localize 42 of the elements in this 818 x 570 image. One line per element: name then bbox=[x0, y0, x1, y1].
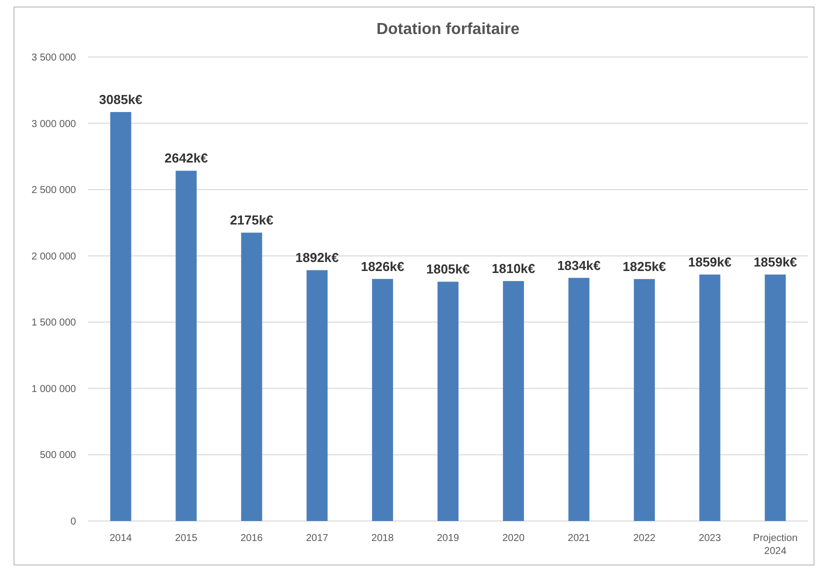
data-label: 1810k€ bbox=[492, 261, 536, 276]
bar bbox=[176, 170, 197, 521]
data-label: 1859k€ bbox=[688, 254, 732, 270]
y-tick-label: 1 000 000 bbox=[32, 384, 76, 395]
bar bbox=[241, 232, 262, 521]
bar bbox=[568, 278, 590, 521]
x-tick-label: 2016 bbox=[240, 533, 264, 544]
y-tick-label: 3 000 000 bbox=[32, 118, 76, 130]
y-tick-label: 500 000 bbox=[40, 450, 76, 462]
bar bbox=[306, 270, 328, 521]
x-tick-label: 2017 bbox=[306, 533, 329, 544]
data-label: 1834k€ bbox=[557, 258, 601, 273]
y-tick-label: 3 500 000 bbox=[32, 52, 76, 64]
data-label: 1892k€ bbox=[295, 250, 339, 266]
bar bbox=[699, 274, 720, 521]
bar bbox=[764, 274, 786, 521]
data-label: 1826k€ bbox=[360, 258, 404, 274]
data-label: 1825k€ bbox=[622, 259, 666, 274]
x-tick-label: 2014 bbox=[110, 533, 132, 544]
x-tick-label: 2020 bbox=[502, 533, 526, 544]
data-label: 2175k€ bbox=[230, 212, 274, 228]
bar bbox=[502, 281, 524, 521]
bar bbox=[372, 278, 394, 521]
data-label: 1859k€ bbox=[754, 254, 797, 270]
x-tick-label: 2021 bbox=[568, 533, 590, 544]
x-tick-label: 2022 bbox=[633, 533, 656, 544]
data-label: 3085k€ bbox=[99, 92, 142, 108]
y-tick-label: 2 500 000 bbox=[32, 185, 76, 196]
chart-title: Dotation forfaitaire bbox=[376, 21, 520, 38]
y-tick-label: 2 000 000 bbox=[32, 251, 76, 262]
data-label: 1805k€ bbox=[426, 262, 470, 277]
bar bbox=[634, 279, 655, 521]
x-tick-label: 2023 bbox=[698, 533, 722, 544]
x-tick-label: Projection 2024 bbox=[753, 533, 798, 557]
x-tick-label: 2019 bbox=[436, 533, 460, 544]
bar bbox=[438, 282, 458, 521]
y-tick-label: 1 500 000 bbox=[32, 318, 76, 329]
x-tick-label: 2015 bbox=[175, 533, 198, 544]
x-tick-label: 2018 bbox=[371, 533, 394, 544]
y-tick-label: 0 bbox=[70, 516, 76, 528]
data-label: 2642k€ bbox=[164, 150, 208, 166]
bar bbox=[110, 112, 132, 521]
